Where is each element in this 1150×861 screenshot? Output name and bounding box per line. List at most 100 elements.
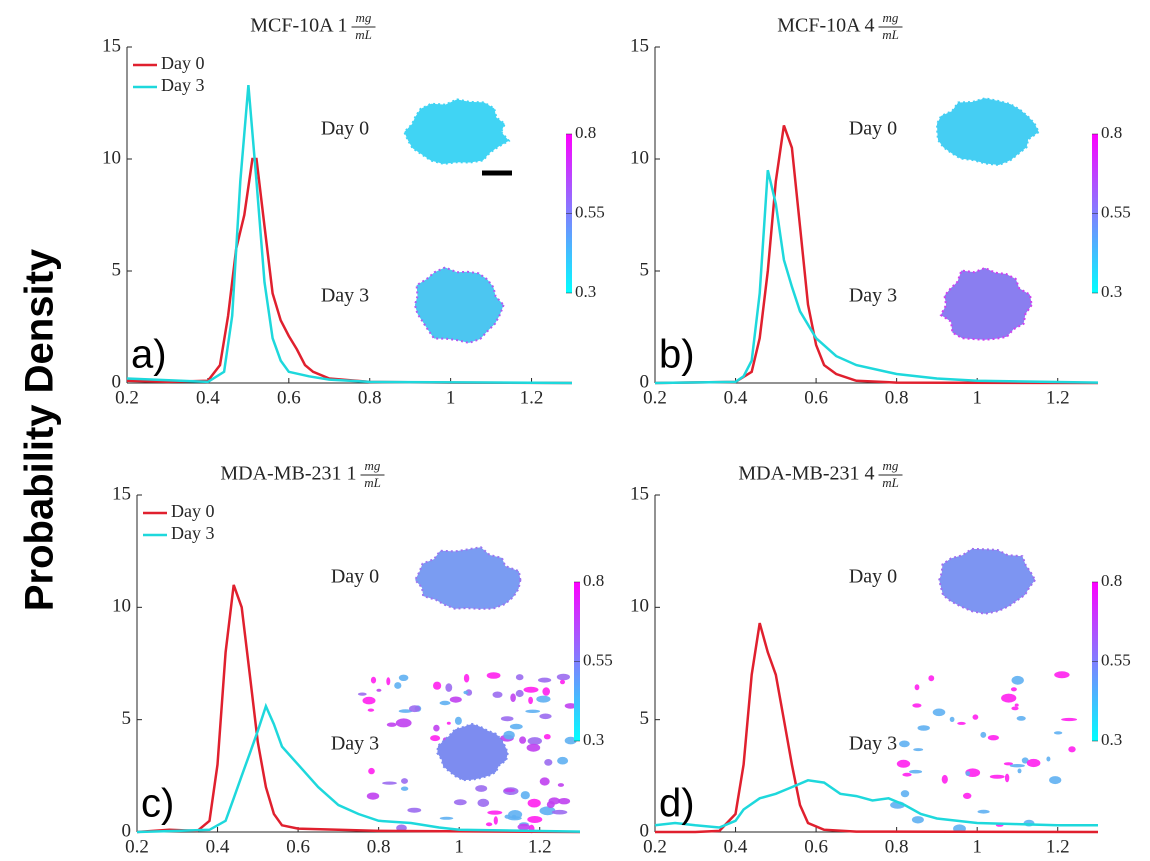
cell-fragment xyxy=(1049,776,1062,785)
cell-fragment xyxy=(400,786,409,791)
cell-fragment xyxy=(917,725,930,731)
x-tick-label: 1.2 xyxy=(520,387,544,408)
cell-fragment xyxy=(949,716,955,723)
cell-fragment xyxy=(551,809,568,815)
cell-fragment xyxy=(1016,716,1026,721)
cell-fragment xyxy=(1068,746,1076,753)
cell-image xyxy=(436,722,509,782)
x-tick-label: 1 xyxy=(454,836,464,857)
cell-fragment xyxy=(546,801,555,808)
colorbar-tick-label: 0.55 xyxy=(575,202,605,221)
y-tick-label: 5 xyxy=(112,259,122,280)
cell-fragment xyxy=(932,708,946,717)
y-axis-label: Probability Density xyxy=(18,248,62,611)
cell-fragment xyxy=(463,690,469,695)
cell-fragment xyxy=(439,816,454,820)
y-tick-label: 15 xyxy=(630,35,649,56)
cell-fragment xyxy=(520,791,530,800)
cell-fragment xyxy=(449,696,462,703)
cell-image xyxy=(413,546,522,610)
cell-fragment xyxy=(401,778,408,784)
cell-image xyxy=(403,98,511,165)
cell-fragment xyxy=(368,767,375,775)
x-tick-label: 0.8 xyxy=(367,836,391,857)
y-tick-label: 5 xyxy=(640,259,650,280)
annotation: Day 0 xyxy=(849,566,897,588)
cell-fragment xyxy=(987,735,1000,741)
cell-fragment xyxy=(1010,687,1017,692)
panel-title: MCF-10A 1 xyxy=(250,15,347,37)
cell-fragment xyxy=(376,688,382,692)
y-tick-label: 5 xyxy=(640,708,650,729)
cell-fragment xyxy=(965,771,971,776)
cell-fragment xyxy=(486,672,501,679)
cell-fragment xyxy=(896,759,911,768)
title-unit-num: mg xyxy=(356,10,372,25)
colorbar-tick-label: 0.8 xyxy=(1101,571,1122,590)
cell-fragment xyxy=(527,737,542,745)
cell-fragment xyxy=(454,716,462,725)
y-tick-label: 15 xyxy=(112,483,131,504)
x-tick-label: 0.4 xyxy=(724,387,748,408)
panel-title: MDA-MB-231 4 xyxy=(738,463,874,485)
cell-fragment xyxy=(386,722,397,727)
cell-fragment xyxy=(963,792,972,800)
cell-fragment xyxy=(1053,731,1063,735)
colorbar-tick-label: 0.55 xyxy=(1101,202,1131,221)
cell-fragment xyxy=(539,777,550,786)
x-tick-label: 1 xyxy=(972,836,982,857)
annotation: Day 0 xyxy=(849,118,897,140)
cell-fragment xyxy=(538,677,552,683)
cell-fragment xyxy=(366,792,380,800)
cell-fragment xyxy=(433,724,440,732)
cell-fragment xyxy=(1014,703,1019,707)
y-tick-label: 10 xyxy=(630,147,649,168)
legend-label: Day 0 xyxy=(161,53,205,73)
colorbar-tick-label: 0.8 xyxy=(1101,123,1122,142)
cell-fragment xyxy=(980,731,987,738)
cell-fragment xyxy=(542,687,550,696)
cell-fragment xyxy=(394,682,402,689)
cell-fragment xyxy=(362,696,376,705)
title-unit-num: mg xyxy=(883,10,899,25)
colorbar-tick-label: 0.3 xyxy=(1101,282,1122,301)
cell-fragment xyxy=(446,721,451,725)
cell-fragment xyxy=(913,748,924,752)
x-tick-label: 0.4 xyxy=(206,836,230,857)
cell-fragment xyxy=(557,756,569,765)
cell-fragment xyxy=(909,769,923,774)
cell-fragment xyxy=(1046,756,1051,762)
cell-fragment xyxy=(1061,717,1078,722)
cell-fragment xyxy=(503,730,515,740)
cell-fragment xyxy=(525,709,541,713)
panel-label: a) xyxy=(131,333,167,377)
cell-fragment xyxy=(1026,758,1041,768)
x-tick-label: 0.6 xyxy=(277,387,301,408)
colorbar-tick-label: 0.3 xyxy=(583,730,604,749)
cell-fragment xyxy=(523,686,539,693)
panel-title: MDA-MB-231 1 xyxy=(220,463,356,485)
cell-fragment xyxy=(382,781,397,785)
panel-label: d) xyxy=(659,782,695,826)
legend-label: Day 3 xyxy=(161,75,205,95)
cell-fragment xyxy=(398,709,413,713)
cell-fragment xyxy=(386,677,391,686)
cell-fragment xyxy=(957,721,966,725)
density-line xyxy=(654,124,1099,385)
cell-fragment xyxy=(509,723,523,730)
y-tick-label: 10 xyxy=(102,147,121,168)
cell-fragment xyxy=(477,798,490,808)
y-tick-label: 0 xyxy=(122,820,132,841)
annotation: Day 0 xyxy=(331,566,379,588)
density-line xyxy=(136,702,581,834)
y-tick-label: 0 xyxy=(640,820,650,841)
x-tick-label: 0.4 xyxy=(196,387,220,408)
x-tick-label: 0.6 xyxy=(804,836,828,857)
cell-fragment xyxy=(912,703,922,708)
x-tick-label: 1.2 xyxy=(1046,836,1070,857)
x-tick-label: 1.2 xyxy=(1046,387,1070,408)
cell-fragment xyxy=(928,675,935,682)
y-tick-label: 15 xyxy=(102,35,121,56)
cell-fragment xyxy=(564,703,577,709)
